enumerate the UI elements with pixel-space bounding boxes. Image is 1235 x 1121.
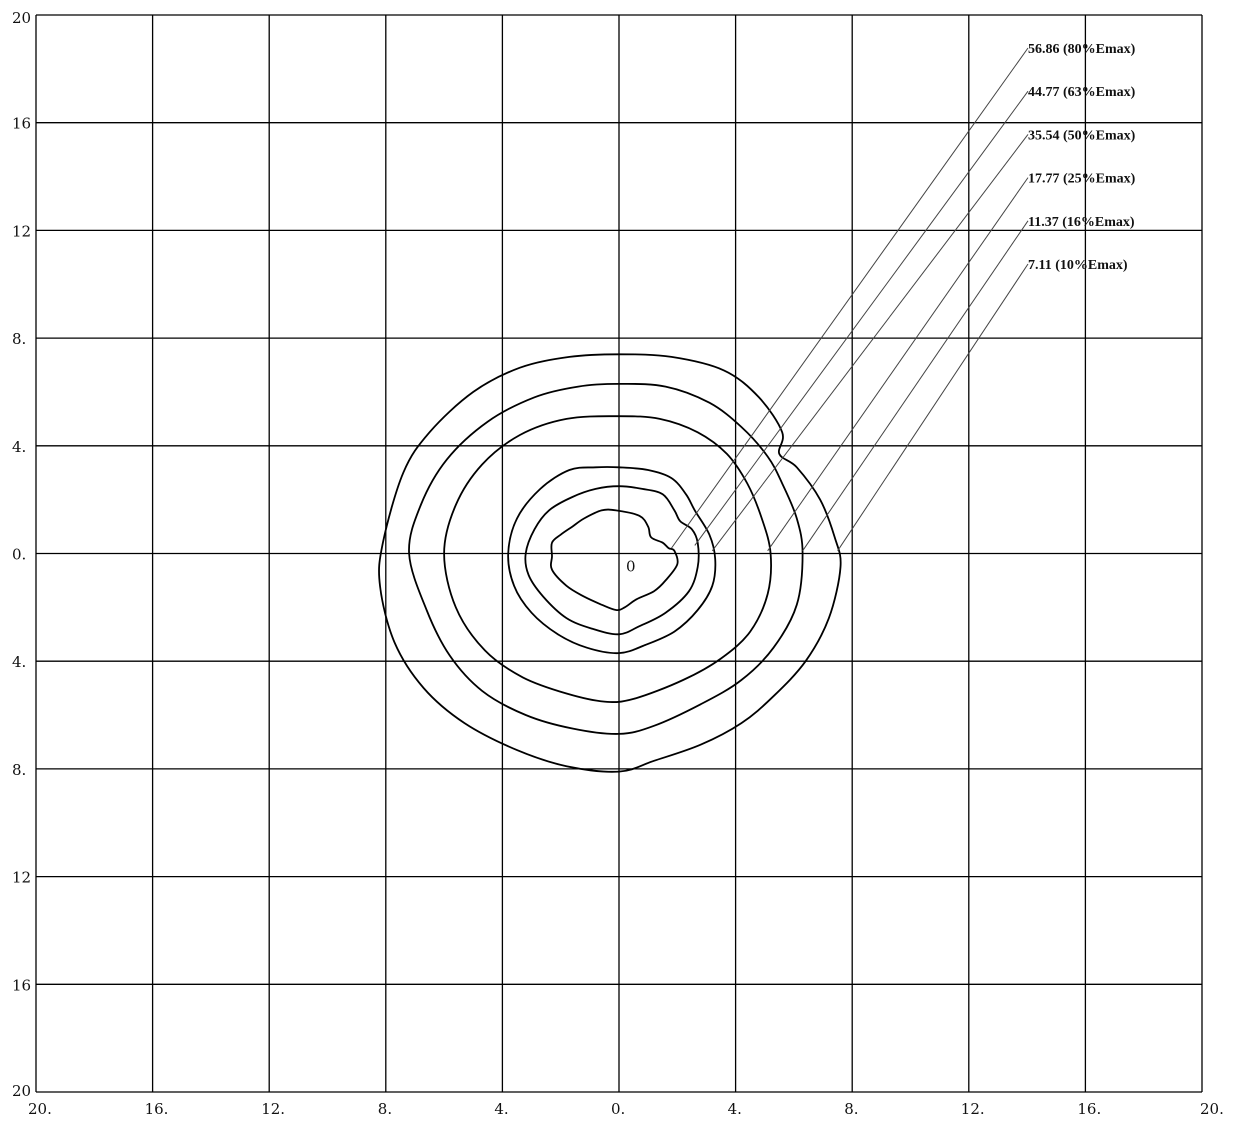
x-tick-label: 12. [961, 1100, 985, 1118]
legend-leader-line [837, 263, 1029, 552]
x-tick-label: 4. [728, 1100, 742, 1118]
y-tick-label: 20 [12, 9, 31, 27]
x-tick-label: 16. [145, 1100, 169, 1118]
contour-lines [378, 353, 842, 773]
legend-leader-line [802, 220, 1029, 552]
y-tick-label: 12 [12, 869, 31, 887]
x-tick-label: 0. [611, 1100, 625, 1118]
x-tick-label: 16. [1077, 1100, 1101, 1118]
x-tick-label: 12. [261, 1100, 285, 1118]
legend-leader-line [694, 90, 1029, 546]
legend-entry: 56.86 (80%Emax) [1028, 42, 1136, 57]
legend-entry: 35.54 (50%Emax) [1028, 128, 1136, 143]
x-tick-label: 20. [28, 1100, 52, 1118]
contour-line [378, 353, 842, 773]
legend-entry: 44.77 (63%Emax) [1028, 85, 1136, 100]
legend-entry: 11.37 (16%Emax) [1028, 215, 1135, 230]
legend-entry: 7.11 (10%Emax) [1028, 258, 1128, 273]
legend-leader-lines [671, 47, 1029, 552]
x-tick-label: 8. [844, 1100, 858, 1118]
y-tick-label: 4. [12, 438, 26, 456]
grid [35, 14, 1203, 1093]
legend-leader-line [767, 177, 1029, 552]
legend-leader-line [671, 47, 1029, 549]
contour-line [524, 485, 700, 636]
x-tick-label: 8. [378, 1100, 392, 1118]
legend-leader-line [711, 134, 1029, 552]
contour-line [408, 382, 804, 735]
contour-line [550, 508, 679, 612]
y-tick-label: 0. [12, 546, 26, 564]
y-tick-label: 12 [12, 222, 31, 240]
y-tick-label: 8. [12, 330, 26, 348]
origin-label: 0 [626, 558, 636, 576]
y-tick-label: 16 [12, 115, 31, 133]
contour-line [507, 466, 717, 655]
legend: 56.86 (80%Emax) 44.77 (63%Emax) 35.54 (50%… [1028, 42, 1136, 273]
y-tick-label: 16 [12, 976, 31, 994]
y-tick-label: 4. [12, 653, 26, 671]
x-tick-label: 20. [1200, 1100, 1224, 1118]
legend-entry: 17.77 (25%Emax) [1028, 172, 1136, 187]
y-tick-label: 8. [12, 761, 26, 779]
y-axis-ticks: 20 16 12 8. 4. 0. 4. 8. 12 16 20 [12, 9, 31, 1100]
x-axis-ticks: 20. 16. 12. 8. 4. 0. 4. 8. 12. 16. 20. [28, 1100, 1224, 1118]
contour-line [443, 415, 772, 703]
x-tick-label: 4. [494, 1100, 508, 1118]
y-tick-label: 20 [12, 1082, 31, 1100]
